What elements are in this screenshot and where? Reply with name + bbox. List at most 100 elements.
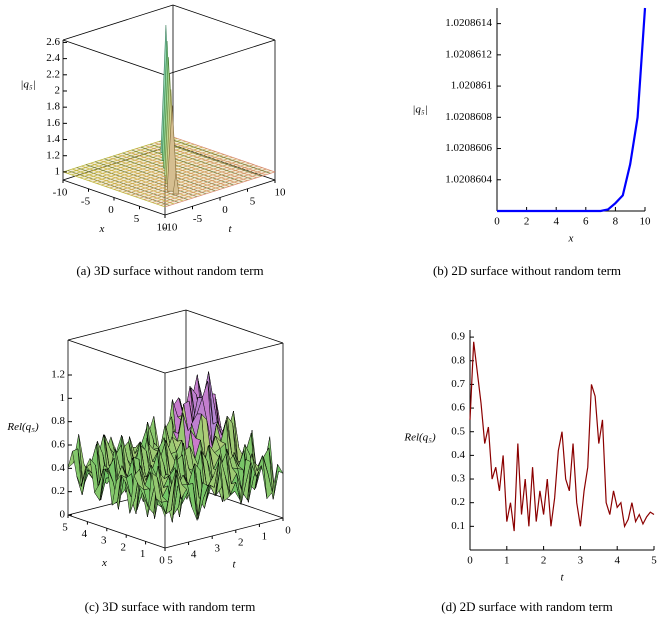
x-tick-label: 2: [541, 555, 547, 567]
x-axis-label: x: [101, 557, 107, 569]
z-tick-label: 1.2: [51, 369, 65, 381]
surface-grid: [163, 139, 266, 176]
box-edge: [164, 342, 284, 374]
surface-grid: [160, 170, 271, 206]
x-tick-label: 10: [157, 222, 169, 234]
surface: [67, 371, 284, 523]
z-tick-label: 1: [55, 165, 61, 177]
x-tick-label: 8: [613, 216, 619, 228]
y-tick-label: 0.9: [451, 331, 465, 343]
y-tick-label: 0.4: [451, 449, 465, 461]
y-tick-label: 1.020861: [451, 80, 492, 92]
z-tick-label: 2.6: [46, 36, 60, 48]
x-tick-label: 4: [82, 528, 88, 540]
x-axis-label: t: [560, 572, 564, 584]
box-edge: [62, 39, 166, 76]
x-tick-label: 5: [651, 555, 657, 567]
x-tick-label: 1: [504, 555, 510, 567]
surface-grid: [168, 138, 271, 174]
y-tick-label: 0.7: [451, 378, 465, 390]
box-edge: [172, 4, 276, 41]
surface-spike: [166, 105, 178, 192]
y-tick-label: 10: [275, 187, 287, 199]
x-axis-label: x: [568, 233, 574, 245]
z-tick-label: 2.4: [46, 52, 60, 64]
y-tick-label: 1.0208604: [445, 173, 492, 185]
z-tick-label: 0: [60, 509, 66, 521]
y-tick-label: 1.0208608: [445, 111, 492, 123]
data-line: [497, 7, 647, 213]
x-tick-label: 0: [108, 204, 114, 216]
y-tick-label: 2: [238, 537, 244, 549]
z-axis-label: Rel(q₅): [6, 421, 39, 433]
y-tick-label: 0: [285, 525, 291, 537]
caption: (d) 2D surface with random term: [441, 599, 612, 614]
data-line: [469, 341, 655, 532]
y-tick-label: 0.1: [451, 520, 465, 532]
y-axis-label: |q₅|: [412, 104, 427, 116]
z-tick-label: 1.4: [46, 133, 60, 145]
x-tick-label: 5: [62, 522, 68, 534]
z-tick-label: 0.2: [51, 485, 65, 497]
z-axis-label: |q₅|: [20, 79, 35, 91]
box-edge: [67, 339, 166, 374]
x-tick-label: 6: [583, 216, 589, 228]
box-edge: [67, 514, 166, 549]
y-tick-label: 0: [222, 204, 228, 216]
y-tick-label: 3: [214, 543, 220, 555]
box-edge: [164, 517, 284, 549]
caption: (b) 2D surface without random term: [433, 263, 621, 278]
box-edge: [185, 309, 284, 344]
surface-grid: [152, 167, 263, 203]
y-tick-label: 1.0208606: [445, 142, 492, 154]
x-tick-label: 10: [640, 216, 652, 228]
y-tick-label: 5: [250, 195, 256, 207]
x-tick-label: -5: [81, 195, 91, 207]
box-edge: [164, 39, 276, 76]
y-tick-label: 1.0208612: [445, 48, 492, 60]
x-tick-label: 5: [134, 213, 140, 225]
x-tick-label: 3: [101, 535, 107, 547]
z-tick-label: 1.6: [46, 117, 60, 129]
x-tick-label: 2: [524, 216, 530, 228]
y-axis-label: t: [228, 223, 232, 235]
y-tick-label: 0.3: [451, 473, 465, 485]
y-tick-label: -10: [163, 222, 178, 234]
y-axis-label: Rel(q₅): [403, 432, 436, 444]
y-tick-label: 0.2: [451, 496, 465, 508]
x-tick-label: 4: [553, 216, 559, 228]
z-tick-label: 2.2: [46, 68, 60, 80]
y-tick-label: 1: [262, 531, 268, 543]
caption: (c) 3D surface with random term: [85, 599, 256, 614]
z-tick-label: 1.8: [46, 101, 60, 113]
surface-grid: [164, 171, 276, 208]
x-tick-label: 0: [159, 555, 165, 567]
y-tick-label: 0.8: [451, 354, 465, 366]
x-axis-label: x: [99, 223, 105, 235]
z-tick-label: 1.2: [46, 149, 60, 161]
x-tick-label: 0: [494, 216, 500, 228]
z-tick-label: 2: [55, 85, 61, 97]
surface-grid: [172, 136, 276, 173]
box-edge: [67, 309, 187, 341]
z-tick-label: 0.8: [51, 415, 65, 427]
surface: [62, 24, 276, 208]
surface-grid: [159, 140, 262, 177]
box-edge: [62, 4, 174, 41]
x-tick-label: 1: [140, 548, 146, 560]
y-tick-label: 5: [167, 555, 173, 567]
surface-grid: [156, 168, 267, 205]
y-tick-label: 1.0208614: [445, 17, 492, 29]
x-tick-label: -10: [53, 187, 68, 199]
surface-spike: [172, 172, 180, 195]
y-tick-label: 0.5: [451, 425, 465, 437]
x-tick-label: 3: [578, 555, 584, 567]
z-tick-label: 0.6: [51, 439, 65, 451]
y-tick-label: 0.6: [451, 402, 465, 414]
x-tick-label: 4: [614, 555, 620, 567]
x-tick-label: 2: [120, 541, 126, 553]
y-axis-label: t: [232, 559, 236, 571]
surface-patch: [160, 488, 171, 518]
y-tick-label: -5: [193, 213, 203, 225]
z-tick-label: 0.4: [51, 462, 65, 474]
